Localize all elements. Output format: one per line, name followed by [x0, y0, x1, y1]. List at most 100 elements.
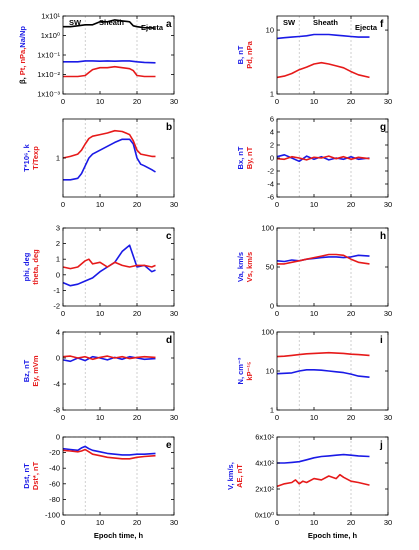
y-tick-label: 0 [270, 302, 274, 311]
series-line-blue [276, 254, 370, 263]
y-tick-label: 0 [56, 433, 60, 442]
region-label-sheath: Sheath [99, 18, 124, 27]
x-tick-label: 10 [310, 200, 318, 209]
panel-letter: a [166, 19, 172, 30]
y-tick-label: -2 [53, 302, 60, 311]
x-tick-label: 30 [384, 413, 392, 422]
series-line-red [276, 473, 370, 488]
y-label-part: theta, deg [31, 249, 40, 285]
x-tick-label: 0 [275, 413, 279, 422]
panel-letter: b [166, 122, 172, 133]
y-tick-label: -20 [49, 448, 60, 457]
x-tick-label: 0 [61, 97, 65, 106]
y-label-part: phi, deg [22, 252, 31, 281]
series-line-black [63, 19, 156, 29]
y-label-part: Na/Np [18, 26, 27, 48]
x-tick-label: 10 [96, 413, 104, 422]
x-tick-label: 20 [133, 518, 141, 527]
y-label-part: T/Texp [31, 146, 40, 170]
y-label-part: Dst, nT [22, 463, 31, 489]
y-tick-label: 50 [266, 263, 274, 272]
y-tick-label: 0 [56, 354, 60, 363]
x-tick-label: 0 [61, 200, 65, 209]
x-tick-label: 20 [347, 413, 355, 422]
series-line-red [276, 61, 370, 79]
x-axis-label: Epoch time, h [308, 531, 358, 540]
series-line-red [63, 65, 156, 78]
series-line-blue [63, 60, 156, 64]
plot-frame-h [276, 227, 389, 307]
y-tick-label: 10 [266, 26, 274, 35]
x-tick-label: 0 [275, 309, 279, 318]
x-tick-label: 30 [170, 413, 178, 422]
y-tick-label: 2 [270, 141, 274, 150]
x-tick-label: 10 [310, 309, 318, 318]
y-label-part: By, nT [245, 146, 254, 169]
x-tick-label: 10 [310, 518, 318, 527]
series-line-red [62, 355, 156, 361]
x-tick-label: 30 [384, 200, 392, 209]
y-tick-label: 100 [261, 224, 274, 233]
y-label-part: β, [18, 75, 27, 84]
x-tick-label: 0 [275, 97, 279, 106]
series-line-blue [277, 453, 370, 464]
panel-letter: h [380, 231, 386, 242]
y-axis-label: β, Pt, nPa,Na/Np [18, 26, 27, 84]
x-tick-label: 0 [61, 518, 65, 527]
y-tick-label: 4x10² [255, 459, 274, 468]
y-tick-label: 0x10⁰ [255, 511, 274, 520]
y-label-part: V, km/s, [226, 462, 235, 490]
x-tick-label: 20 [347, 97, 355, 106]
x-tick-label: 10 [96, 200, 104, 209]
x-tick-label: 30 [170, 97, 178, 106]
y-tick-label: -4 [267, 180, 274, 189]
y-tick-label: 100 [261, 328, 274, 337]
x-tick-label: 20 [347, 309, 355, 318]
y-label-part: Pd, nPa [245, 40, 254, 68]
region-label-ejecta: Ejecta [355, 23, 378, 32]
y-tick-label: -1 [53, 286, 60, 295]
region-label-sw: SW [283, 18, 296, 27]
series-line-blue [63, 138, 156, 181]
y-label-part: Dst*, nT [31, 461, 40, 490]
series-line-blue [276, 154, 370, 163]
plot-frame-f [276, 15, 389, 95]
series-line-blue [276, 368, 370, 378]
y-tick-label: -100 [45, 511, 60, 520]
x-tick-label: 30 [384, 518, 392, 527]
x-tick-label: 30 [384, 309, 392, 318]
y-tick-label: -60 [49, 479, 60, 488]
y-tick-label: 1 [270, 90, 274, 99]
panel-letter: d [166, 335, 172, 346]
x-tick-label: 30 [384, 97, 392, 106]
y-tick-label: 1 [56, 255, 60, 264]
y-label-part: Pt, nPa, [18, 48, 27, 76]
series-line-red [62, 129, 156, 159]
plot-frame-d [62, 331, 175, 411]
series-line-blue [276, 33, 370, 40]
y-tick-label: 0 [56, 270, 60, 279]
panel-letter: g [380, 122, 386, 133]
series-line-red [276, 351, 370, 358]
region-label-sw: SW [69, 18, 82, 27]
y-label-part: Bz, nT [22, 359, 31, 382]
series-line-red [277, 253, 370, 265]
y-tick-label: -40 [49, 464, 60, 473]
y-label-part: N, cm⁻³ [236, 357, 245, 384]
y-label-part: Va, km/s [236, 252, 245, 282]
series-line-red [62, 258, 156, 270]
panel-letter: c [166, 231, 172, 242]
x-tick-label: 10 [96, 97, 104, 106]
x-tick-label: 30 [170, 200, 178, 209]
y-tick-label: 1x10⁻³ [37, 90, 60, 99]
x-tick-label: 20 [133, 413, 141, 422]
x-tick-label: 10 [310, 413, 318, 422]
y-tick-label: 1 [56, 154, 60, 163]
x-tick-label: 20 [347, 518, 355, 527]
x-tick-label: 0 [275, 200, 279, 209]
x-tick-label: 10 [96, 518, 104, 527]
x-tick-label: 30 [170, 309, 178, 318]
y-label-part: Ey, mVm [31, 355, 40, 386]
x-axis-label: Epoch time, h [94, 531, 144, 540]
